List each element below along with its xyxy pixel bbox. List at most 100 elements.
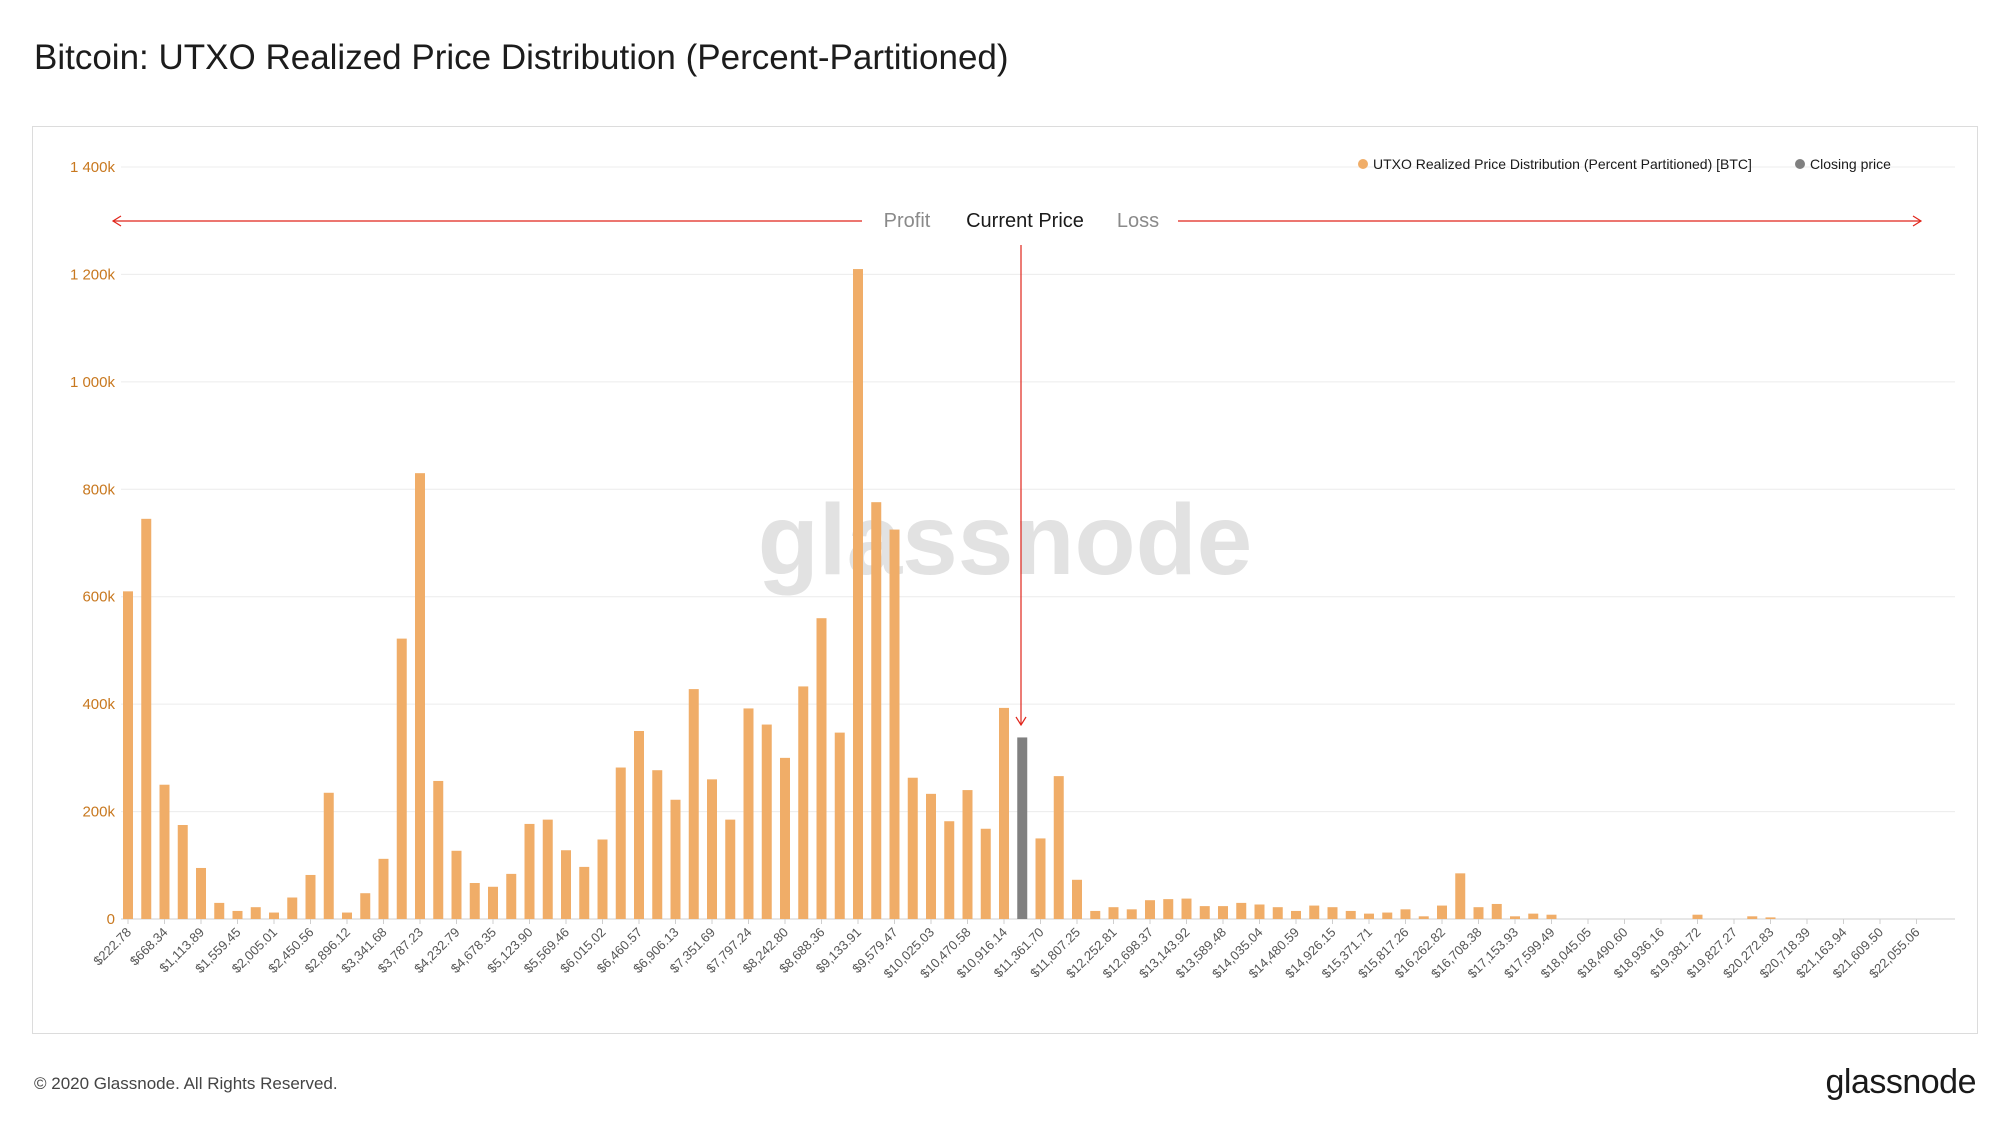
bar[interactable] [524, 823, 535, 919]
bar[interactable] [907, 777, 918, 919]
bar[interactable] [980, 828, 991, 919]
bar[interactable] [1199, 906, 1210, 919]
bar[interactable] [1455, 873, 1466, 919]
watermark: glassnode [758, 484, 1253, 596]
bar[interactable] [196, 867, 206, 919]
bar[interactable] [1437, 905, 1447, 919]
bar[interactable] [999, 707, 1009, 919]
bar[interactable] [816, 618, 827, 919]
bar[interactable] [159, 784, 170, 919]
bar[interactable] [1510, 916, 1520, 919]
bar[interactable] [141, 518, 152, 919]
bar[interactable] [743, 708, 754, 919]
bar[interactable] [287, 897, 298, 919]
bar[interactable] [542, 819, 553, 919]
bar[interactable] [834, 732, 845, 919]
bar[interactable] [1400, 909, 1411, 919]
bar[interactable] [269, 912, 279, 919]
bar[interactable] [652, 770, 663, 919]
bar[interactable] [1692, 914, 1703, 919]
bar[interactable] [305, 874, 316, 919]
bar[interactable] [451, 850, 462, 919]
y-tick-label: 1 200k [70, 266, 116, 283]
bar[interactable] [688, 689, 699, 919]
bar[interactable] [1072, 879, 1082, 919]
bar[interactable] [1364, 913, 1374, 919]
closing-price-bar[interactable] [1017, 737, 1028, 919]
bar[interactable] [1236, 902, 1247, 919]
bar[interactable] [250, 907, 261, 919]
bar[interactable] [853, 269, 863, 919]
bar[interactable] [415, 473, 425, 919]
bar[interactable] [1291, 910, 1301, 919]
bar[interactable] [1035, 838, 1046, 919]
y-tick-label: 800k [82, 481, 115, 498]
bar[interactable] [1163, 899, 1174, 919]
bar[interactable] [889, 529, 900, 919]
profit-arrow [111, 215, 862, 227]
bar[interactable] [360, 893, 371, 919]
bar[interactable] [123, 591, 133, 919]
bar[interactable] [634, 731, 644, 919]
bar[interactable] [396, 638, 407, 919]
bar[interactable] [1765, 917, 1776, 919]
legend-dot-utxo [1358, 159, 1368, 169]
bar[interactable] [670, 799, 681, 919]
bar[interactable] [323, 792, 334, 919]
y-tick-label: 400k [82, 696, 115, 713]
chart: glassnode 0 200k 400k 600k 800k 1 000k 1 200k 1… [70, 156, 1955, 981]
bar[interactable] [1345, 910, 1356, 919]
bar[interactable] [1473, 907, 1484, 919]
glassnode-logo[interactable]: glassnode [1825, 1063, 1976, 1101]
bar[interactable] [1327, 907, 1338, 919]
bar[interactable] [1126, 909, 1137, 919]
legend-dot-closing-price [1795, 159, 1805, 169]
bar[interactable] [1747, 916, 1758, 919]
bar[interactable] [342, 912, 352, 919]
x-tick-label: $222.78 [90, 925, 134, 969]
bar[interactable] [725, 819, 736, 919]
bar[interactable] [433, 780, 444, 919]
legend-item-utxo[interactable]: UTXO Realized Price Distribution (Percen… [1358, 156, 1752, 172]
bar[interactable] [177, 825, 188, 919]
bar[interactable] [1546, 914, 1557, 919]
bar[interactable] [798, 686, 809, 919]
bar[interactable] [579, 866, 590, 919]
y-tick-label: 600k [82, 589, 115, 606]
bar[interactable] [378, 858, 389, 919]
bar[interactable] [944, 821, 955, 919]
bar[interactable] [615, 767, 626, 919]
bar[interactable] [1418, 916, 1429, 919]
bar[interactable] [1309, 905, 1320, 919]
bar[interactable] [1090, 910, 1101, 919]
bar[interactable] [488, 886, 498, 919]
bar[interactable] [1491, 903, 1502, 919]
bar[interactable] [469, 883, 480, 919]
bar[interactable] [1181, 898, 1192, 919]
bar[interactable] [506, 873, 517, 919]
current-price-arrow [1015, 245, 1027, 727]
bar[interactable] [1382, 912, 1393, 919]
bar[interactable] [780, 757, 790, 919]
bar[interactable] [761, 724, 772, 919]
bar[interactable] [1254, 904, 1265, 919]
bar[interactable] [926, 793, 936, 919]
bar[interactable] [1272, 907, 1283, 919]
bar[interactable] [1528, 913, 1539, 919]
bar[interactable] [1145, 900, 1155, 919]
y-tick-label: 1 000k [70, 374, 116, 391]
bar[interactable] [232, 910, 243, 919]
y-tick-label: 1 400k [70, 159, 116, 176]
copyright: © 2020 Glassnode. All Rights Reserved. [34, 1074, 338, 1093]
bar[interactable] [707, 779, 717, 919]
bar[interactable] [1108, 907, 1119, 919]
bar[interactable] [597, 839, 608, 919]
loss-label: Loss [1117, 210, 1159, 232]
bar[interactable] [214, 902, 225, 919]
bar[interactable] [871, 502, 882, 919]
bar[interactable] [962, 790, 973, 919]
bar[interactable] [1218, 906, 1228, 919]
bar[interactable] [561, 850, 571, 919]
legend-item-closing-price[interactable]: Closing price [1795, 156, 1891, 172]
bar[interactable] [1053, 776, 1064, 919]
